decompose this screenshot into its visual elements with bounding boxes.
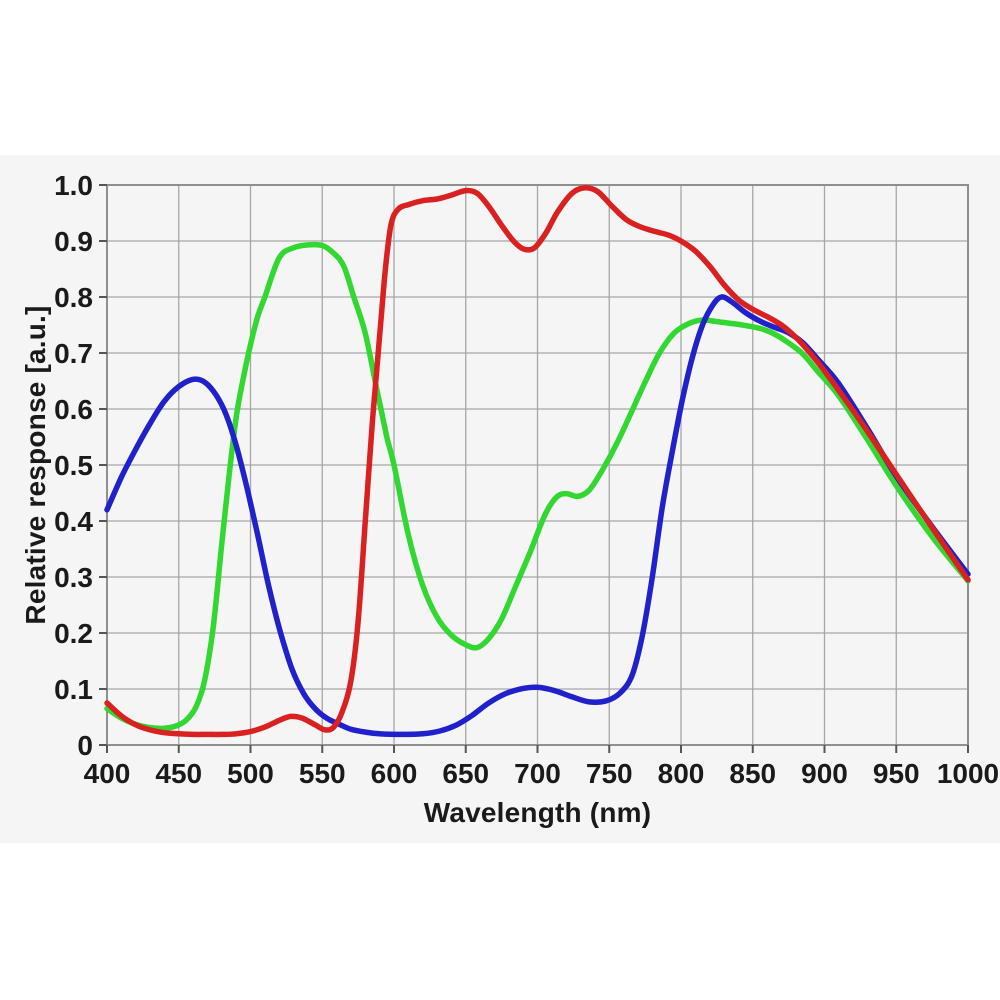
series-green-line <box>104 241 971 732</box>
x-axis-tick-label: 650 <box>442 758 489 789</box>
x-axis-tick-label: 550 <box>299 758 346 789</box>
series-blue-line <box>104 294 971 738</box>
x-axis-tick-label: 850 <box>729 758 776 789</box>
y-axis-tick-label: 0.2 <box>54 618 93 649</box>
x-axis-tick-label: 900 <box>801 758 848 789</box>
y-axis-tick-label: 0 <box>77 730 93 761</box>
x-axis-tick-label: 700 <box>514 758 561 789</box>
series-red-line <box>104 185 971 738</box>
y-axis-tick-label: 0.7 <box>54 338 93 369</box>
y-axis-tick-label: 0.1 <box>54 674 93 705</box>
y-axis-tick-label: 0.3 <box>54 562 93 593</box>
y-axis-tick-label: 0.9 <box>54 226 93 257</box>
y-axis-tick-label: 0.6 <box>54 394 93 425</box>
y-axis-tick-label: 0.8 <box>54 282 93 313</box>
x-axis-tick-label: 600 <box>371 758 418 789</box>
y-axis-tick-label: 1.0 <box>54 170 93 201</box>
x-axis-tick-label: 750 <box>586 758 633 789</box>
y-axis-tick-label: 0.4 <box>54 506 93 537</box>
x-axis-tick-label: 400 <box>84 758 131 789</box>
y-axis-title: Relative response [a.u.] <box>20 305 51 625</box>
x-axis-tick-label: 800 <box>658 758 705 789</box>
x-axis-tick-label: 1000 <box>937 758 999 789</box>
x-axis-tick-label: 500 <box>227 758 274 789</box>
x-axis-tick-label: 950 <box>873 758 920 789</box>
x-axis-tick-label: 450 <box>155 758 202 789</box>
x-axis-title: Wavelength (nm) <box>423 797 652 828</box>
y-axis-tick-label: 0.5 <box>54 450 93 481</box>
